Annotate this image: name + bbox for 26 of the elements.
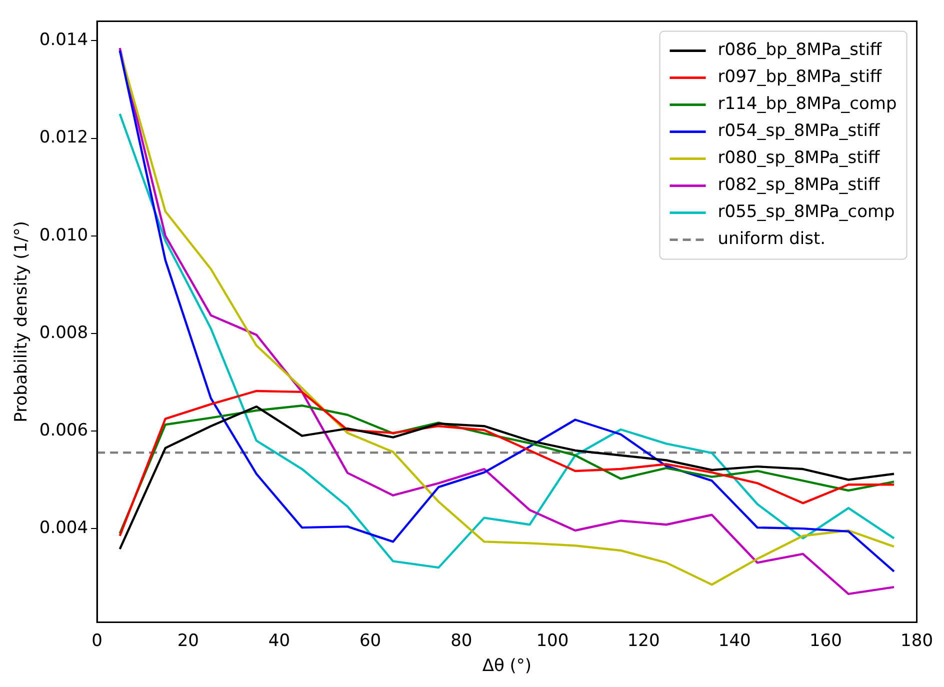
x-tick-label: 0 (92, 630, 102, 651)
x-tick-label: 80 (450, 630, 472, 651)
legend-label: r082_sp_8MPa_stiff (718, 175, 881, 196)
legend-label: r097_bp_8MPa_stiff (718, 67, 883, 88)
y-tick-label: 0.004 (39, 518, 88, 538)
x-tick-label: 60 (359, 630, 382, 651)
x-tick-label: 40 (268, 630, 290, 651)
y-tick-label: 0.006 (39, 420, 88, 440)
x-tick-label: 180 (900, 630, 934, 651)
x-tick-label: 20 (177, 630, 199, 651)
legend-label: uniform dist. (718, 229, 826, 250)
legend-label: r054_sp_8MPa_stiff (718, 121, 881, 142)
legend-label: r080_sp_8MPa_stiff (718, 148, 881, 168)
x-tick-label: 160 (809, 630, 842, 651)
legend-label: r114_bp_8MPa_comp (718, 94, 897, 114)
y-tick-label: 0.012 (39, 128, 88, 148)
x-axis-title: Δθ (°) (482, 656, 532, 676)
y-axis-title: Probability density (1/°) (12, 221, 32, 422)
y-tick-label: 0.008 (39, 322, 88, 343)
y-tick-label: 0.010 (39, 225, 88, 246)
x-tick-label: 100 (536, 630, 569, 651)
legend-label: r055_sp_8MPa_comp (718, 202, 895, 222)
y-tick-label: 0.014 (39, 30, 88, 50)
x-tick-label: 140 (718, 630, 751, 651)
x-tick-label: 120 (627, 630, 660, 651)
legend-label: r086_bp_8MPa_stiff (718, 40, 883, 60)
